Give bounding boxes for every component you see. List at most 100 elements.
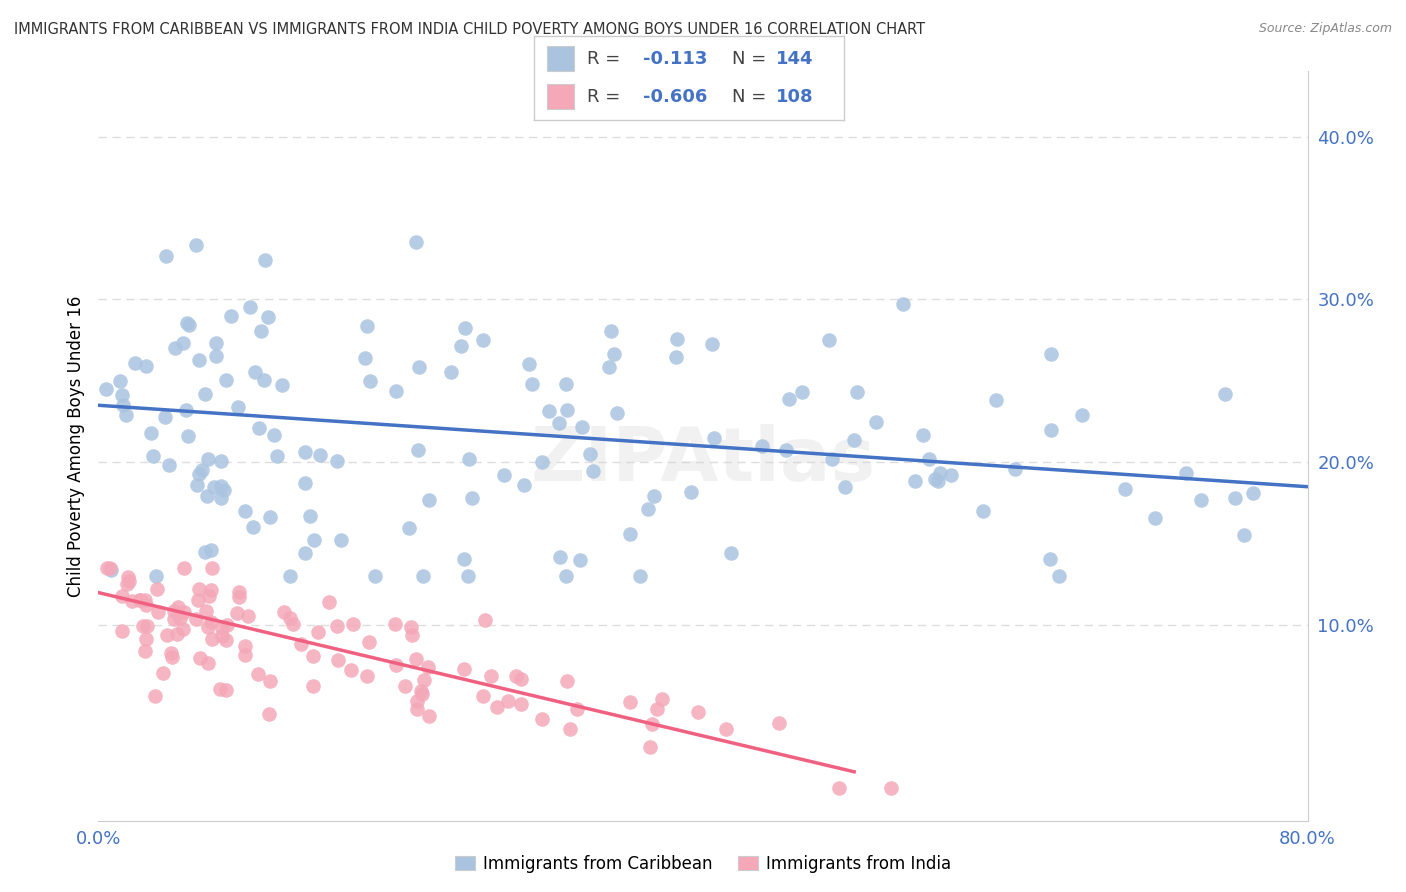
Point	[294, 546, 316, 560]
Point	[520, 377, 543, 392]
Point	[257, 706, 280, 721]
Point	[1040, 423, 1063, 437]
Point	[479, 669, 502, 683]
Point	[458, 451, 481, 466]
Point	[257, 310, 280, 324]
Point	[411, 687, 433, 701]
Point	[457, 569, 479, 583]
Point	[128, 593, 150, 607]
Point	[200, 582, 222, 597]
Point	[278, 611, 301, 625]
Point	[1070, 408, 1092, 422]
Point	[394, 679, 416, 693]
Point	[339, 664, 361, 678]
Point	[197, 620, 219, 634]
Point	[233, 648, 256, 663]
Point	[891, 296, 914, 310]
Point	[239, 301, 262, 315]
Point	[880, 780, 903, 795]
Point	[1225, 491, 1247, 506]
Point	[681, 485, 703, 500]
Point	[228, 591, 250, 605]
Point	[208, 681, 231, 696]
Point	[408, 360, 430, 375]
Point	[110, 589, 132, 603]
Point	[550, 549, 572, 564]
Point	[157, 458, 180, 473]
Point	[409, 683, 432, 698]
Point	[439, 365, 461, 379]
Point	[299, 509, 322, 524]
Y-axis label: Child Poverty Among Boys Under 16: Child Poverty Among Boys Under 16	[66, 295, 84, 597]
Point	[606, 406, 628, 420]
Point	[200, 543, 222, 558]
Text: -0.113: -0.113	[643, 50, 707, 68]
Point	[353, 351, 375, 365]
Point	[163, 604, 186, 618]
Point	[408, 442, 430, 457]
Bar	[547, 84, 575, 110]
Point	[242, 520, 264, 534]
Point	[318, 595, 340, 609]
Point	[263, 427, 285, 442]
Point	[100, 563, 122, 577]
Text: Source: ZipAtlas.com: Source: ZipAtlas.com	[1258, 22, 1392, 36]
Point	[115, 577, 138, 591]
Point	[146, 605, 169, 619]
Point	[834, 480, 856, 494]
Point	[259, 673, 281, 688]
Point	[96, 382, 118, 396]
Point	[166, 627, 188, 641]
Point	[111, 624, 134, 638]
Point	[401, 628, 423, 642]
Point	[143, 690, 166, 704]
Point	[359, 374, 381, 388]
Point	[645, 702, 668, 716]
Point	[110, 375, 132, 389]
Text: IMMIGRANTS FROM CARIBBEAN VS IMMIGRANTS FROM INDIA CHILD POVERTY AMONG BOYS UNDE: IMMIGRANTS FROM CARIBBEAN VS IMMIGRANTS …	[14, 22, 925, 37]
Point	[929, 467, 952, 481]
Point	[356, 319, 378, 334]
Point	[1189, 493, 1212, 508]
Point	[688, 705, 710, 719]
Point	[173, 605, 195, 619]
Text: N =: N =	[733, 87, 766, 105]
Text: R =: R =	[586, 50, 620, 68]
Point	[598, 359, 620, 374]
Point	[134, 593, 156, 607]
Point	[278, 569, 301, 583]
Point	[172, 336, 194, 351]
Point	[828, 780, 851, 795]
Point	[271, 378, 294, 392]
Point	[384, 617, 406, 632]
Point	[385, 384, 408, 398]
Point	[187, 582, 209, 597]
Point	[233, 640, 256, 654]
Point	[111, 388, 134, 402]
Point	[117, 570, 139, 584]
Text: N =: N =	[733, 50, 766, 68]
Point	[326, 653, 349, 667]
Point	[666, 332, 689, 346]
Point	[283, 617, 305, 632]
Point	[775, 442, 797, 457]
Point	[172, 622, 194, 636]
Point	[330, 533, 353, 548]
Point	[357, 635, 380, 649]
Point	[159, 646, 181, 660]
Point	[821, 452, 844, 467]
Point	[538, 404, 561, 418]
Point	[385, 657, 408, 672]
Point	[273, 605, 295, 619]
Point	[214, 683, 236, 698]
Point	[212, 483, 235, 497]
Point	[118, 574, 141, 589]
Point	[135, 599, 157, 613]
Point	[194, 545, 217, 559]
Point	[186, 238, 208, 252]
Point	[1047, 569, 1070, 583]
Point	[197, 589, 219, 603]
Point	[665, 350, 688, 364]
Point	[132, 619, 155, 633]
Point	[211, 621, 233, 635]
